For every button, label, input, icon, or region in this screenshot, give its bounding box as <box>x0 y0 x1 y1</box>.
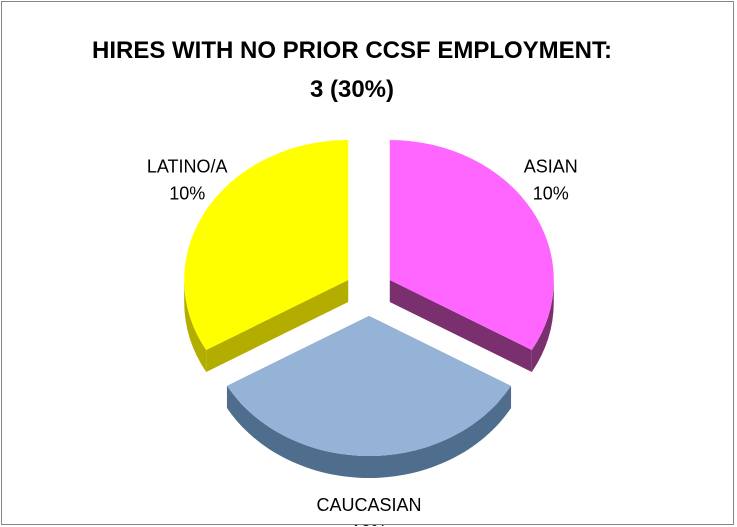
pie-slice-caucasian <box>226 316 512 456</box>
pie-slice-latino-a <box>184 140 349 350</box>
data-label-latino-a: LATINO/A 10% <box>147 156 228 203</box>
data-label-asian: ASIAN 10% <box>524 156 578 203</box>
data-label-caucasian: CAUCASIAN10% <box>316 495 421 526</box>
chart-title-line-2: 3 (30%) <box>309 76 395 103</box>
chart-title-line-1: HIRES WITH NO PRIOR CCSF EMPLOYMENT: <box>91 37 612 64</box>
pie-slice-side-latino-a <box>184 280 349 372</box>
pie-slice-asian <box>389 140 554 350</box>
pie-slice-side-asian <box>389 280 554 372</box>
